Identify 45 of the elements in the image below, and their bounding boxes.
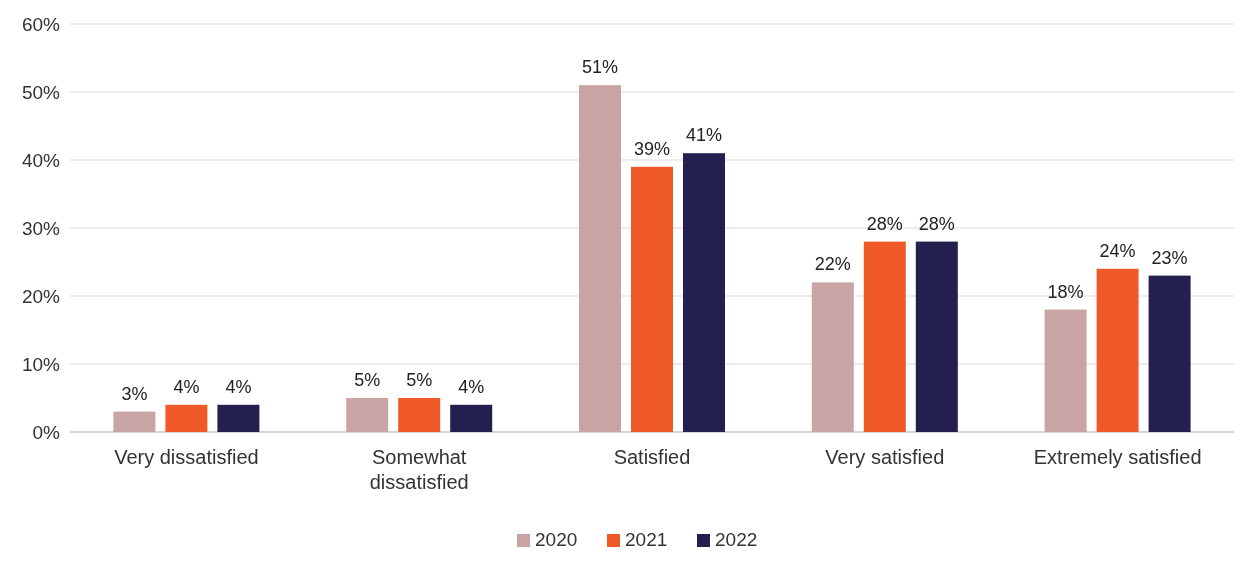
bar (683, 153, 725, 432)
data-label: 23% (1151, 247, 1188, 268)
data-label: 4% (458, 376, 485, 397)
bar (915, 241, 958, 432)
data-label: 39% (633, 138, 671, 159)
data-label: 24% (1099, 240, 1136, 261)
bar (450, 404, 493, 432)
data-label: 18% (1047, 281, 1084, 302)
data-label: 5% (354, 370, 381, 390)
y-tick-label: 0% (32, 421, 61, 443)
bar (346, 398, 389, 432)
bar (811, 282, 854, 432)
data-label: 4% (225, 376, 252, 397)
bar (1096, 268, 1139, 432)
x-tick-label: Satisfied (613, 446, 691, 468)
bar (1148, 275, 1191, 432)
x-tick-label: Very satisfied (825, 446, 945, 468)
y-tick-label: 40% (21, 149, 61, 171)
legend-label: 2020 (535, 529, 578, 550)
data-label: 4% (173, 376, 200, 397)
x-tick-label: Somewhat dissatisfied (369, 446, 469, 493)
y-tick-label: 10% (21, 353, 61, 375)
data-label: 51% (581, 57, 619, 78)
x-tick-label: Extremely satisfied (1033, 446, 1202, 468)
data-label: 5% (406, 370, 433, 390)
bar (1044, 309, 1087, 432)
bar (398, 398, 441, 432)
bar (863, 241, 906, 432)
y-tick-label: 30% (21, 217, 61, 239)
bar (165, 404, 208, 432)
x-tick-label: Very dissatisfied (114, 446, 259, 468)
bar (631, 166, 673, 432)
y-tick-label: 50% (21, 81, 61, 103)
legend-label: 2021 (625, 529, 668, 550)
bar (217, 404, 260, 432)
y-tick-label: 60% (21, 13, 61, 35)
data-label: 41% (685, 125, 723, 146)
data-label: 22% (814, 254, 851, 275)
bar (113, 411, 156, 432)
y-tick-label: 20% (21, 285, 61, 307)
legend-label: 2022 (715, 529, 758, 550)
data-label: 28% (918, 213, 955, 234)
data-label: 3% (121, 383, 148, 404)
bar (579, 85, 621, 432)
data-label: 28% (866, 213, 903, 234)
